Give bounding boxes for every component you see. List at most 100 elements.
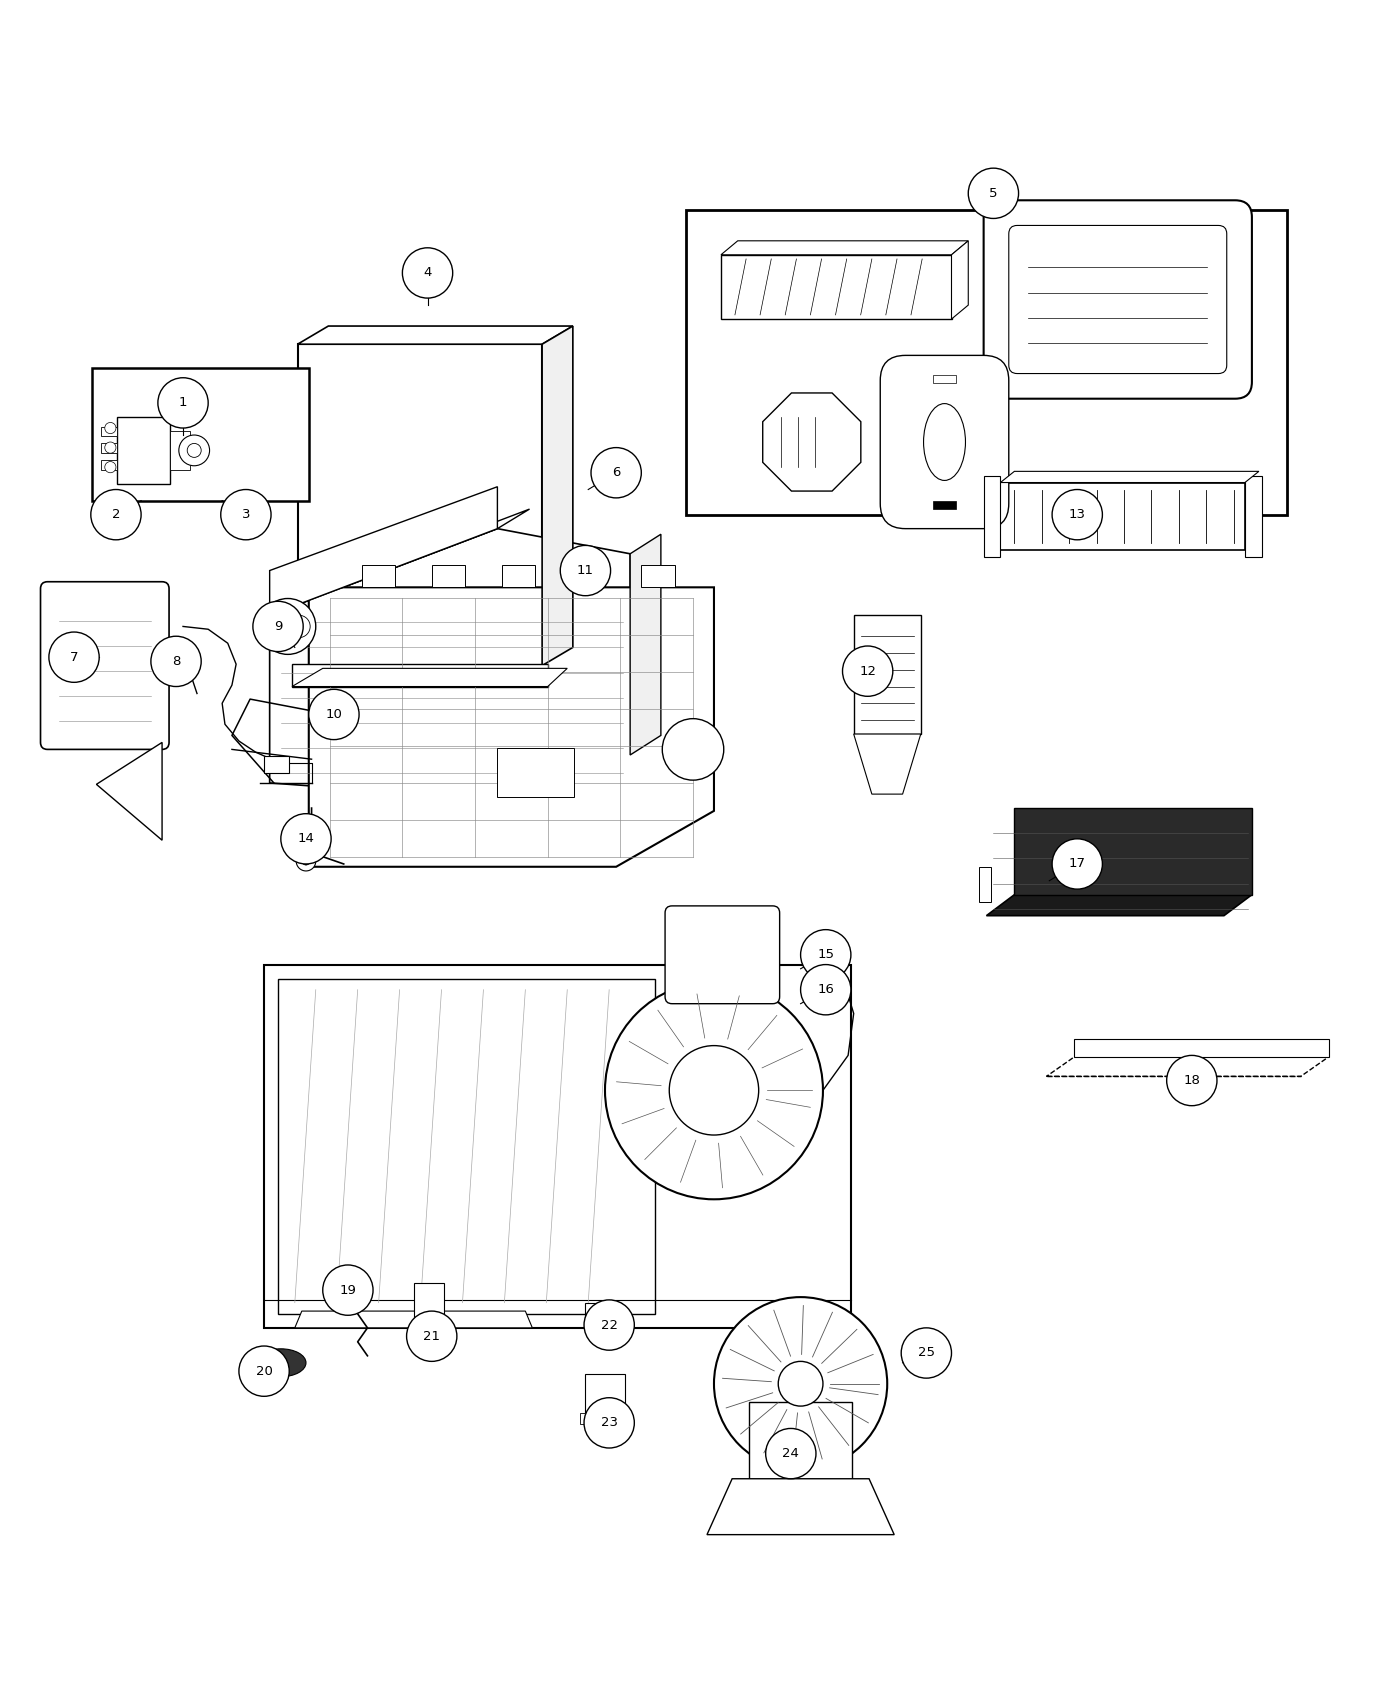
Circle shape bbox=[105, 442, 116, 454]
Text: 11: 11 bbox=[577, 564, 594, 576]
Bar bbox=[934, 502, 956, 508]
Bar bbox=[501, 564, 535, 586]
Bar bbox=[258, 612, 293, 641]
Circle shape bbox=[402, 248, 452, 298]
FancyBboxPatch shape bbox=[1009, 226, 1226, 374]
FancyBboxPatch shape bbox=[984, 201, 1252, 400]
Bar bbox=[101, 444, 118, 454]
Circle shape bbox=[1053, 838, 1102, 889]
Polygon shape bbox=[1047, 1057, 1329, 1076]
Text: 13: 13 bbox=[1068, 508, 1086, 522]
Polygon shape bbox=[295, 1311, 532, 1328]
Text: 23: 23 bbox=[601, 1416, 617, 1430]
Bar bbox=[749, 1402, 853, 1479]
Circle shape bbox=[801, 964, 851, 1015]
Polygon shape bbox=[630, 534, 661, 755]
Bar bbox=[585, 1302, 622, 1328]
Circle shape bbox=[801, 930, 851, 979]
Bar bbox=[1001, 483, 1245, 549]
Bar bbox=[580, 1413, 630, 1425]
Text: 12: 12 bbox=[860, 665, 876, 678]
Polygon shape bbox=[270, 529, 630, 797]
Bar bbox=[171, 430, 190, 469]
Circle shape bbox=[221, 490, 272, 541]
Text: 17: 17 bbox=[1068, 857, 1086, 870]
Text: 22: 22 bbox=[601, 1319, 617, 1331]
Text: 10: 10 bbox=[325, 707, 343, 721]
Circle shape bbox=[49, 632, 99, 682]
Circle shape bbox=[288, 615, 311, 638]
Text: 20: 20 bbox=[256, 1365, 273, 1377]
Polygon shape bbox=[270, 486, 497, 615]
Bar bbox=[413, 1284, 444, 1324]
Circle shape bbox=[902, 1328, 952, 1379]
Circle shape bbox=[843, 646, 893, 697]
Ellipse shape bbox=[924, 403, 966, 481]
Polygon shape bbox=[265, 964, 851, 1328]
Text: 24: 24 bbox=[783, 1447, 799, 1460]
Circle shape bbox=[297, 852, 316, 870]
Bar bbox=[1245, 476, 1261, 556]
Bar bbox=[265, 756, 290, 774]
Bar bbox=[279, 979, 655, 1314]
Circle shape bbox=[714, 1297, 888, 1470]
Circle shape bbox=[151, 636, 202, 687]
Polygon shape bbox=[309, 586, 714, 867]
Polygon shape bbox=[1015, 808, 1252, 894]
Polygon shape bbox=[952, 241, 969, 320]
Polygon shape bbox=[298, 326, 573, 343]
Text: 7: 7 bbox=[70, 651, 78, 663]
Circle shape bbox=[302, 857, 309, 865]
Circle shape bbox=[1166, 1056, 1217, 1105]
Circle shape bbox=[260, 598, 316, 654]
Text: 4: 4 bbox=[423, 267, 431, 279]
Text: 15: 15 bbox=[818, 949, 834, 960]
Polygon shape bbox=[293, 668, 567, 687]
Polygon shape bbox=[1001, 471, 1259, 483]
Polygon shape bbox=[542, 326, 573, 666]
Text: 3: 3 bbox=[242, 508, 251, 522]
Text: 5: 5 bbox=[990, 187, 998, 201]
Circle shape bbox=[560, 546, 610, 595]
Ellipse shape bbox=[256, 1348, 307, 1377]
Circle shape bbox=[281, 814, 332, 864]
Circle shape bbox=[253, 602, 304, 651]
Bar bbox=[293, 665, 547, 687]
Bar bbox=[101, 461, 118, 469]
Circle shape bbox=[239, 1346, 290, 1396]
Bar bbox=[298, 343, 542, 666]
Circle shape bbox=[662, 719, 724, 780]
Circle shape bbox=[91, 490, 141, 541]
Bar bbox=[686, 211, 1287, 515]
Circle shape bbox=[778, 1362, 823, 1406]
Text: 18: 18 bbox=[1183, 1074, 1200, 1086]
Circle shape bbox=[309, 688, 358, 740]
Bar bbox=[984, 476, 1001, 556]
Bar bbox=[118, 416, 171, 484]
Circle shape bbox=[591, 447, 641, 498]
Polygon shape bbox=[270, 508, 529, 615]
Circle shape bbox=[158, 377, 209, 428]
Bar bbox=[585, 1374, 624, 1416]
Text: 8: 8 bbox=[172, 654, 181, 668]
Circle shape bbox=[323, 1265, 372, 1316]
Text: 9: 9 bbox=[274, 620, 283, 632]
Bar bbox=[497, 748, 574, 797]
Text: 21: 21 bbox=[423, 1329, 440, 1343]
Bar bbox=[349, 1284, 370, 1297]
Circle shape bbox=[584, 1397, 634, 1448]
Bar bbox=[721, 255, 952, 320]
FancyBboxPatch shape bbox=[665, 906, 780, 1003]
Bar bbox=[101, 427, 118, 437]
Bar bbox=[571, 564, 605, 586]
Text: 16: 16 bbox=[818, 983, 834, 996]
Text: 2: 2 bbox=[112, 508, 120, 522]
Circle shape bbox=[105, 462, 116, 473]
Circle shape bbox=[969, 168, 1019, 219]
Polygon shape bbox=[987, 894, 1252, 916]
Bar bbox=[431, 564, 465, 586]
Bar bbox=[854, 615, 921, 734]
Text: 25: 25 bbox=[918, 1346, 935, 1360]
Circle shape bbox=[105, 422, 116, 434]
FancyBboxPatch shape bbox=[881, 355, 1009, 529]
